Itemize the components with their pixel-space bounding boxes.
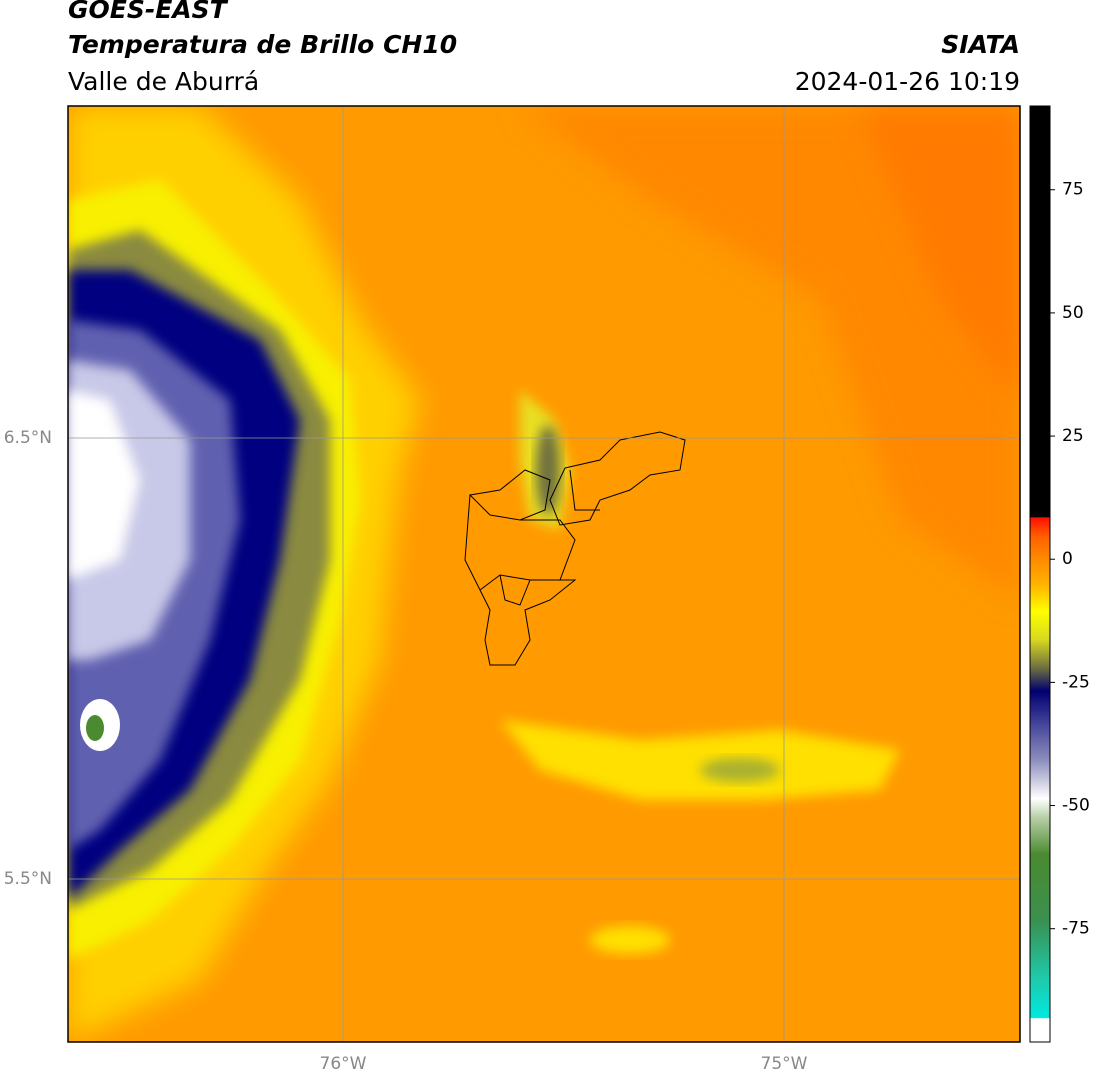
colorbar-tick-label: 50 [1062, 303, 1084, 323]
colorbar-tick-label: -75 [1062, 919, 1090, 939]
region: Valle de Aburrá [68, 67, 259, 96]
source: SIATA [941, 30, 1020, 59]
map-frame [67, 105, 1021, 1043]
title: GOES-EAST [68, 0, 229, 24]
lon-label: 76°W [320, 1054, 367, 1074]
satellite-image [68, 106, 1020, 1042]
colorbar-tick-label: 25 [1062, 426, 1084, 446]
lon-label: 75°W [761, 1054, 808, 1074]
colorbar-tick-label: 75 [1062, 180, 1084, 200]
subtitle: Temperatura de Brillo CH10 [68, 30, 457, 59]
colorbar-tick-label: -25 [1062, 672, 1090, 692]
datetime: 2024-01-26 10:19 [795, 67, 1020, 96]
lat-label: 5.5°N [4, 869, 52, 889]
colorbar-tick-label: 0 [1062, 549, 1073, 569]
lat-label: 6.5°N [4, 428, 52, 448]
colorbar [1029, 105, 1051, 1043]
colorbar-tick-label: -50 [1062, 796, 1090, 816]
graticule [68, 106, 1020, 1042]
